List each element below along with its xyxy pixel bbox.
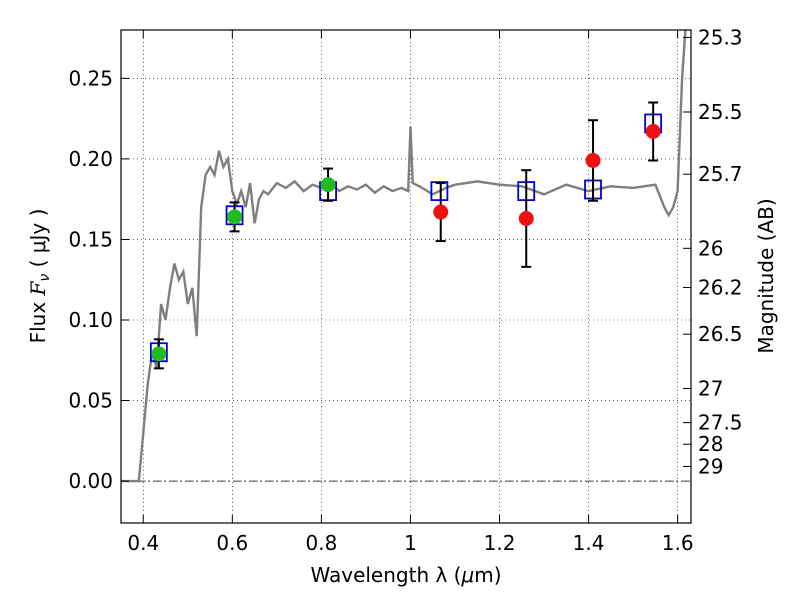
optical-phot-point [320,177,336,193]
y-tick-label: 0.05 [68,389,113,413]
y-tick-label: 0.10 [68,308,113,332]
x-tick-label: 1 [404,531,417,555]
mag-tick-label: 28 [698,432,723,456]
y2-axis-title: Magnitude (AB) [754,198,778,353]
y-tick-label: 0.00 [68,469,113,493]
nir-phot-point [645,124,661,139]
optical-phot-point [227,209,243,225]
mag-tick-label: 26.5 [698,322,743,346]
mag-tick-label: 25.3 [698,25,743,49]
x-axis-title: Wavelength λ (μm) [310,563,501,587]
nir-phot-point [433,204,449,220]
y-tick-label: 0.20 [68,147,113,171]
x-tick-label: 1.6 [662,531,694,555]
x-axis: 0.4 0.6 0.8 1 1.2 1.4 1.6 [127,30,694,555]
mag-tick-label: 25.7 [698,162,743,186]
series-model-spectrum [121,30,687,483]
mag-tick-label: 26.2 [698,275,743,299]
plot-frame [120,29,692,524]
nir-phot-point [518,211,534,226]
mag-tick-label: 27 [698,376,723,400]
x-tick-label: 0.6 [216,531,248,555]
mag-tick-label: 25.5 [698,100,743,124]
y-tick-label: 0.15 [68,227,113,251]
mag-tick-label: 29 [698,454,723,478]
mag-tick-label: 27.5 [698,411,743,435]
photometry-markers [149,101,663,370]
mag-tick-label: 26 [698,236,723,260]
y-tick-label: 0.25 [68,66,113,90]
y-axis-title: Flux Fν ( μJy ) [26,209,53,344]
x-tick-label: 0.8 [305,531,337,555]
y-axis: 0.00 0.05 0.10 0.15 0.20 0.25 [68,66,129,493]
x-tick-label: 0.4 [127,531,159,555]
x-tick-label: 1.2 [484,531,516,555]
x-tick-label: 1.4 [573,531,605,555]
optical-phot-point [151,346,167,362]
nir-phot-point [585,153,601,168]
